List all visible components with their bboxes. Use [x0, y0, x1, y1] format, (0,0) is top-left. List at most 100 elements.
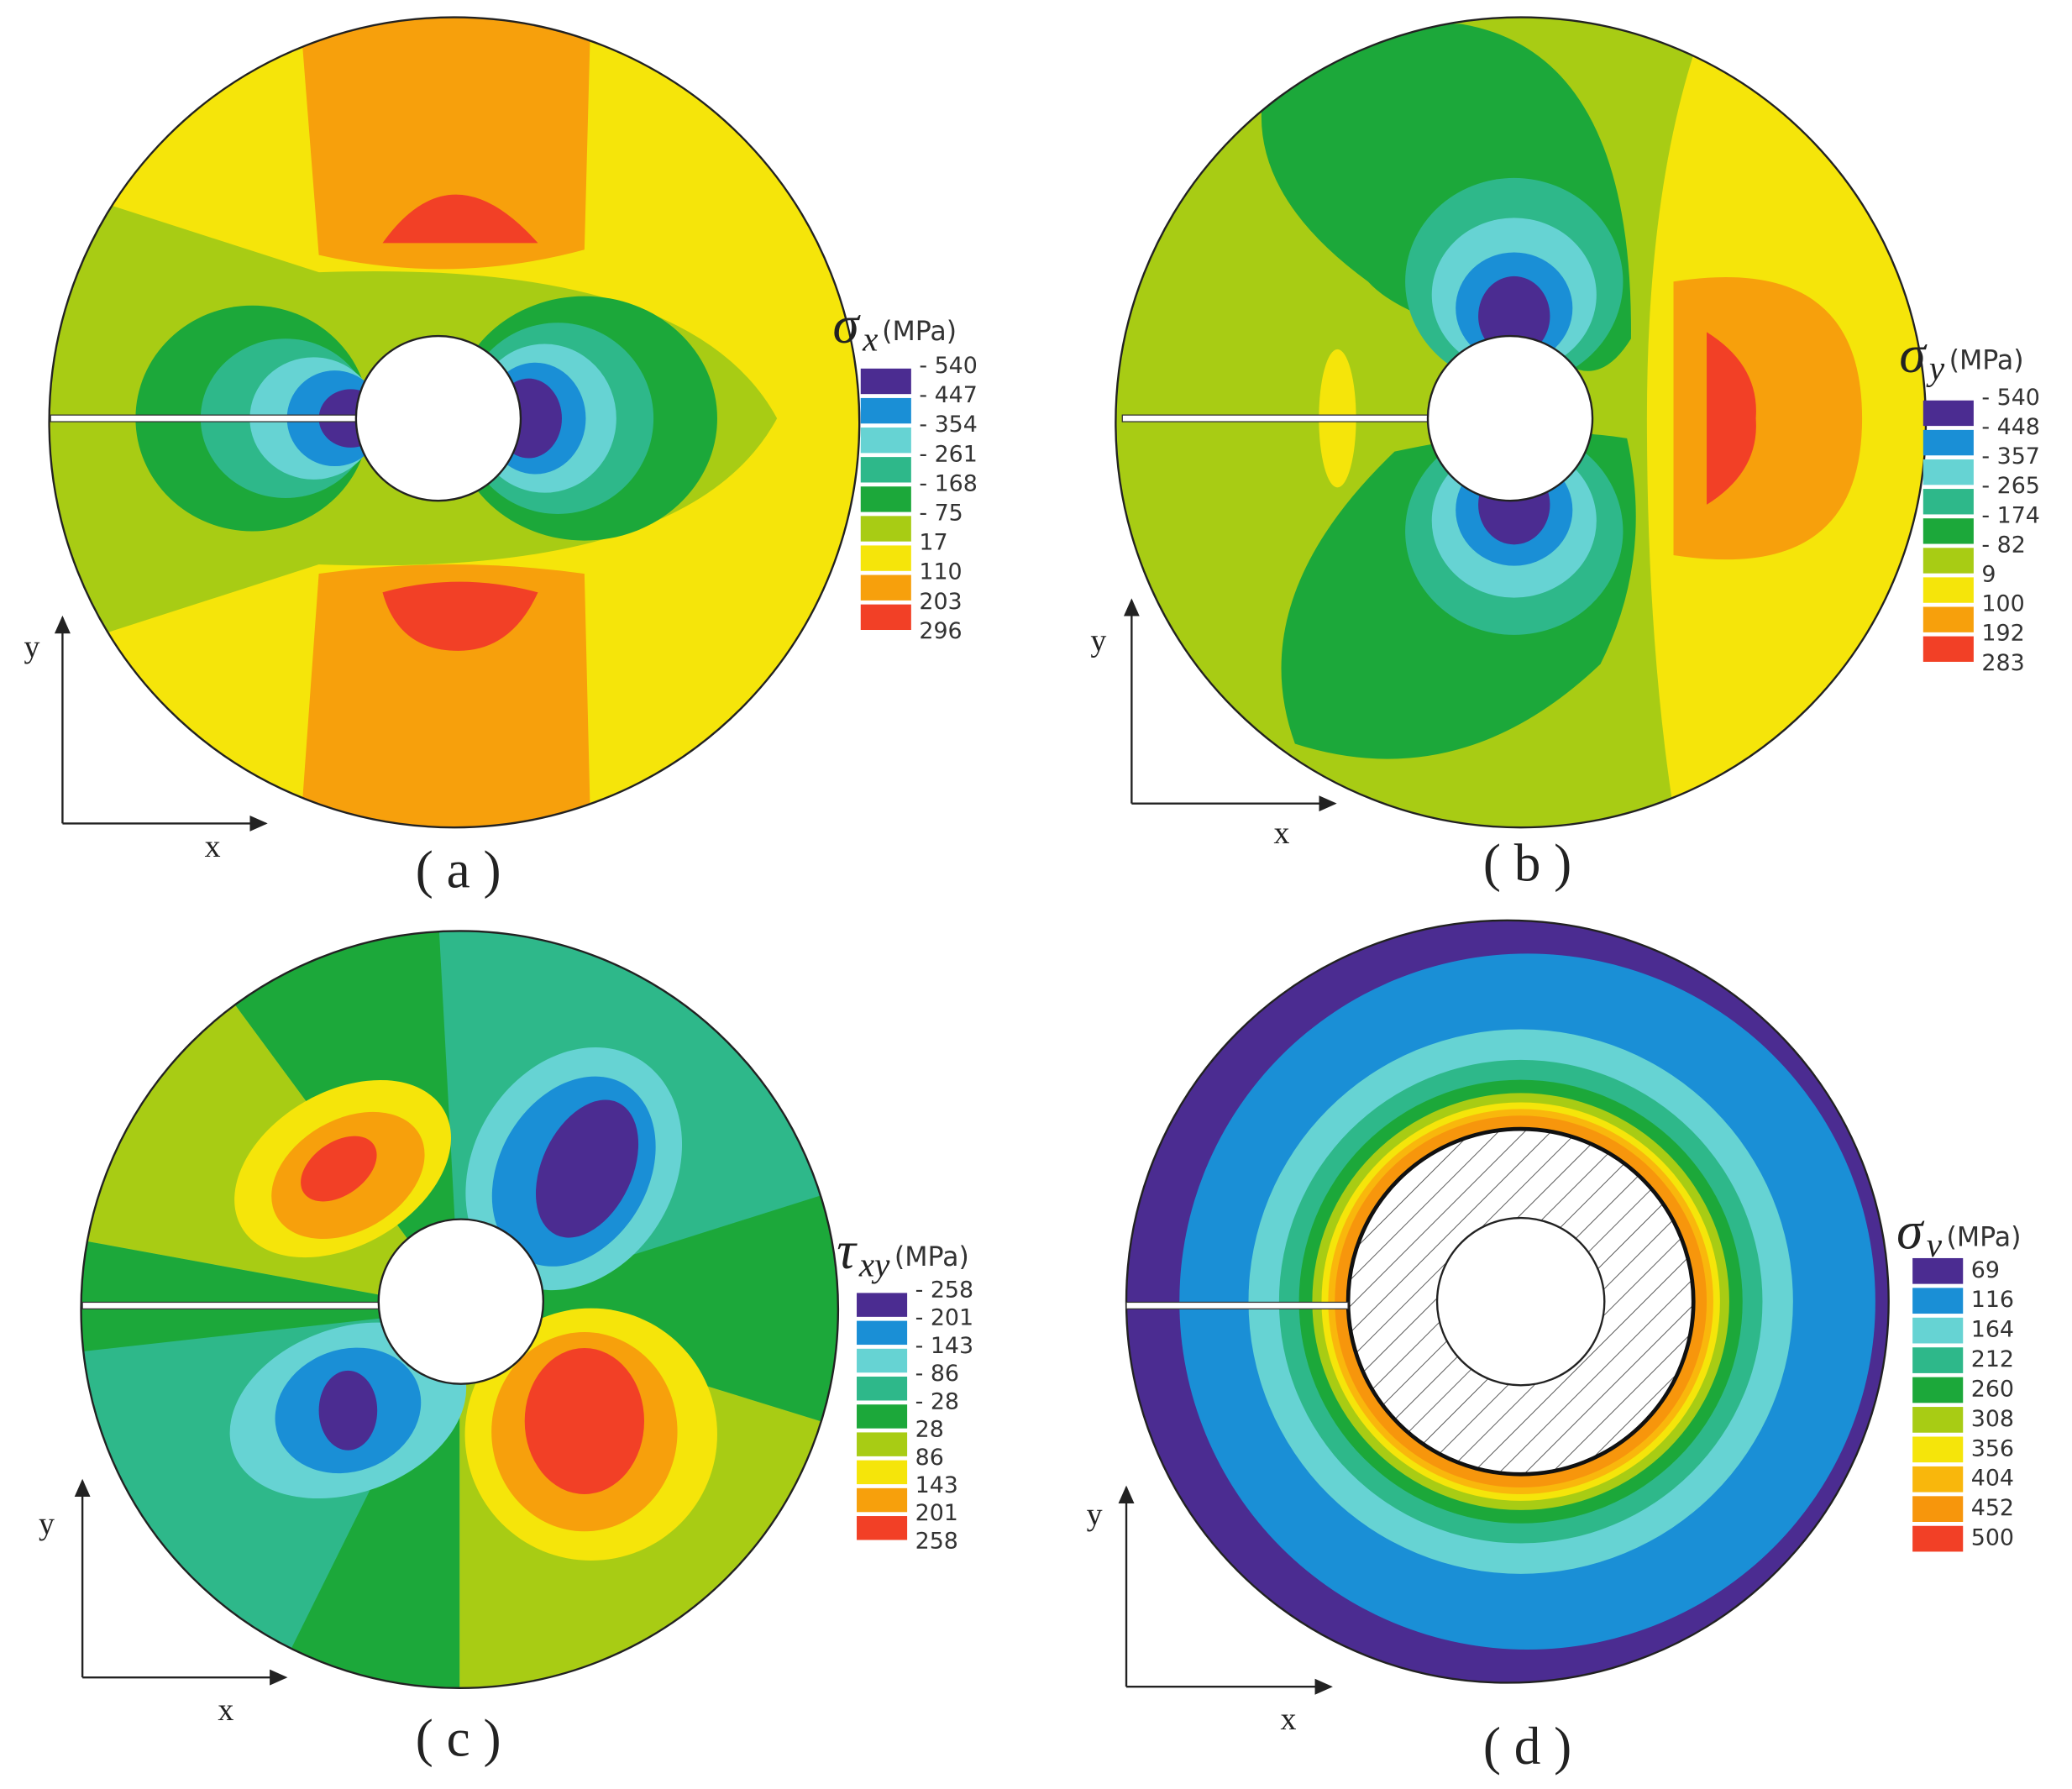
caption: ( c ): [416, 1708, 501, 1767]
legend-label: 296: [919, 618, 962, 644]
legend-label: - 168: [919, 470, 978, 496]
legend-label: - 357: [1981, 443, 2040, 470]
y-axis-label: y: [1087, 1497, 1103, 1532]
legend-label: 258: [915, 1528, 958, 1554]
legend-swatch: [857, 1293, 908, 1317]
legend-swatch: [857, 1460, 908, 1485]
contour-region: [382, 194, 538, 244]
contour-region: [301, 1136, 377, 1202]
legend-swatch: [1923, 577, 1974, 603]
legend-label: - 75: [919, 500, 963, 526]
legend-label: - 265: [1981, 473, 2040, 499]
contour-region: [81, 1235, 460, 1355]
contour-region: [298, 17, 591, 270]
y-axis-label: y: [24, 630, 40, 665]
legend-label: 404: [1971, 1466, 2014, 1492]
contour-region: [524, 1348, 645, 1494]
legend-label: 17: [919, 530, 947, 556]
contour-plot: [49, 17, 860, 828]
x-axis-label: x: [1280, 1702, 1296, 1737]
legend-swatch: [860, 574, 911, 601]
legend-subscript: v: [1927, 1225, 1943, 1264]
contour-region: [382, 581, 538, 651]
contour-region: [459, 1182, 838, 1435]
legend-label: 500: [1971, 1525, 2014, 1551]
contour-region: [298, 564, 591, 828]
legend-unit: (MPa): [894, 1242, 969, 1272]
legend-swatch: [1912, 1436, 1964, 1463]
legend-swatch: [1923, 636, 1974, 662]
legend-swatch: [860, 516, 911, 542]
legend-swatch: [1912, 1257, 1964, 1284]
legend-swatch: [860, 486, 911, 512]
crack: [81, 1301, 380, 1309]
legend-swatch: [1912, 1466, 1964, 1493]
legend-swatch: [857, 1348, 908, 1373]
legend-label: 100: [1981, 591, 2024, 617]
legend-swatch: [1912, 1496, 1964, 1523]
contour-region: [1707, 332, 1756, 505]
legend-label: 308: [1971, 1406, 2014, 1432]
contour-plot: [1115, 17, 1926, 828]
panel: σ v (MPa) 69 116 164 212 260 308 356 404 452 500 y x ( …: [1087, 919, 2021, 1776]
outline: [1125, 919, 1890, 1684]
legend-label: - 354: [919, 412, 978, 438]
outline: [80, 930, 840, 1690]
caption: ( b ): [1483, 833, 1571, 892]
legend-unit: (MPa): [1949, 346, 2024, 376]
legend-swatch: [1912, 1407, 1964, 1433]
legend-symbol: τ: [837, 1221, 858, 1280]
legend-subscript: x: [862, 319, 878, 358]
crack: [1121, 414, 1429, 422]
contour-region: [535, 1099, 639, 1238]
legend-swatch: [857, 1377, 908, 1401]
legend-symbol: σ: [833, 296, 862, 354]
legend-label: 201: [915, 1500, 958, 1526]
legend-label: - 540: [919, 353, 978, 379]
legend-swatch: [1923, 459, 1974, 485]
legend-label: - 28: [915, 1388, 959, 1414]
y-axis-label: y: [39, 1506, 55, 1541]
legend-symbol: σ: [1899, 325, 1928, 384]
legend-swatch: [1923, 548, 1974, 574]
y-axis-label: y: [1090, 623, 1106, 658]
legend-label: - 201: [915, 1305, 974, 1331]
legend-swatch: [1912, 1377, 1964, 1403]
legend-label: - 261: [919, 441, 978, 467]
x-axis-label: x: [1274, 816, 1290, 851]
legend-label: - 82: [1981, 532, 2025, 558]
panel: σ y (MPa)- 540- 448- 357- 265- 174- 829100…: [1090, 16, 2040, 892]
legend-swatch: [1912, 1525, 1964, 1552]
legend-swatch: [1923, 606, 1974, 632]
x-axis-label: x: [205, 829, 221, 864]
legend-swatch: [860, 397, 911, 424]
legend-subscript: xy: [858, 1246, 890, 1284]
contour-region: [1478, 275, 1550, 356]
legend-label: 283: [1981, 650, 2024, 676]
legend-swatch: [1923, 429, 1974, 456]
legend-swatch: [860, 604, 911, 631]
legend-label: 260: [1971, 1376, 2014, 1402]
legend-label: 356: [1971, 1435, 2014, 1461]
legend-label: - 258: [915, 1277, 974, 1304]
contour-region: [318, 1370, 378, 1451]
legend-label: 164: [1971, 1317, 2014, 1343]
caption: ( a ): [416, 840, 501, 899]
legend-label: 203: [919, 589, 962, 615]
legend-swatch: [1912, 1317, 1964, 1344]
legend-label: - 447: [919, 382, 978, 408]
legend-label: - 540: [1981, 385, 2040, 411]
legend-label: - 448: [1981, 414, 2040, 440]
legend-label: 28: [915, 1417, 944, 1443]
legend-label: 110: [919, 559, 962, 585]
panel: τ xy (MPa)- 258- 201- 143- 86- 28288614320…: [39, 930, 974, 1767]
legend-swatch: [1912, 1347, 1964, 1373]
legend-swatch: [860, 368, 911, 395]
legend-swatch: [1923, 400, 1974, 427]
legend-label: - 86: [915, 1361, 959, 1387]
legend-label: - 174: [1981, 502, 2040, 528]
x-axis-label: x: [218, 1692, 233, 1728]
legend-swatch: [857, 1404, 908, 1429]
